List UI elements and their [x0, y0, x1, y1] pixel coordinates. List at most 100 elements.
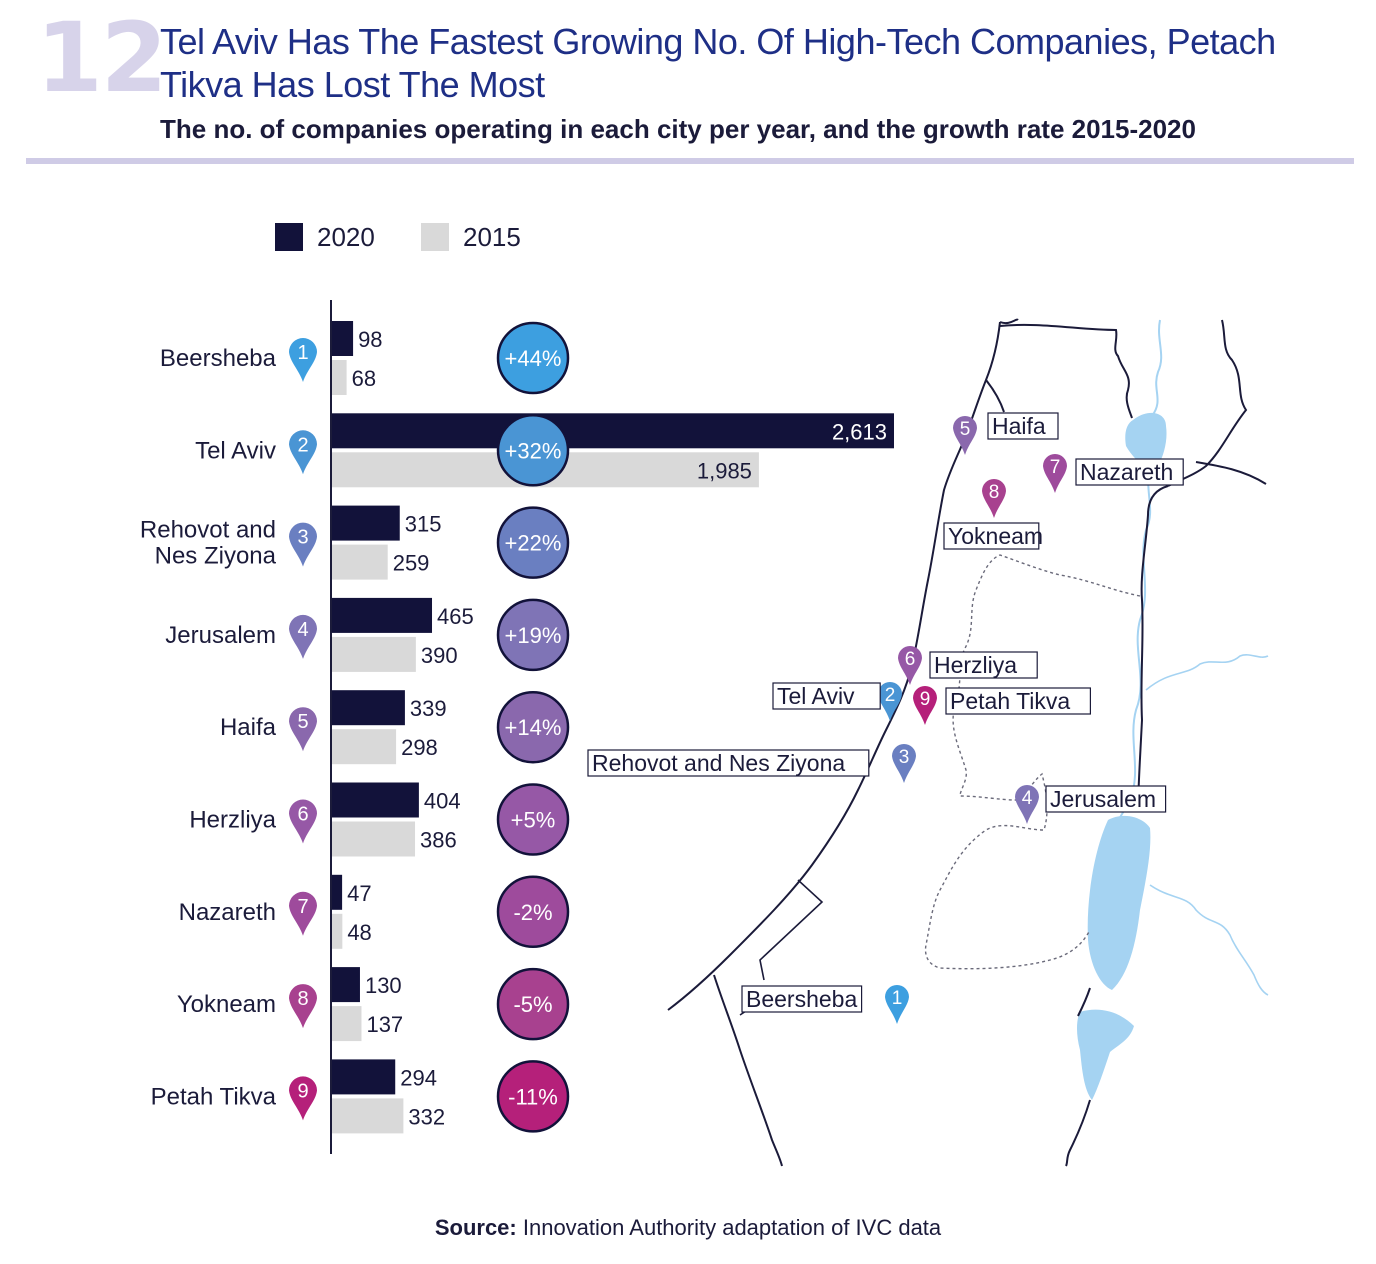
growth-circle-petah-tikva — [496, 1060, 570, 1133]
map-label-box-tel-aviv — [772, 682, 881, 710]
legend-label-2015: 2015 — [463, 222, 521, 252]
map-pin-number-herzliya: 6 — [905, 649, 916, 670]
source-note: Source: Innovation Authority adaptation … — [0, 1215, 1376, 1241]
bar-2020-petah-tikva — [332, 1059, 396, 1095]
bar-2015-herzliya — [332, 821, 416, 857]
map-label-haifa: Haifa — [992, 413, 1046, 439]
value-label-2020-herzliya: 404 — [424, 789, 461, 814]
category-label-rehovot-and-nes-ziyona: Rehovot and — [140, 517, 276, 544]
growth-rate-tel-aviv: +32% — [505, 438, 562, 463]
syria-border — [1195, 461, 1267, 485]
map-pin-yokneam — [982, 479, 1006, 518]
map-label-herzliya: Herzliya — [934, 652, 1017, 678]
bar-2015-rehovot-and-nes-ziyona — [332, 544, 388, 580]
value-label-2015-yokneam: 137 — [366, 1012, 403, 1037]
jordan-river — [1117, 467, 1152, 823]
rank-pin-tel-aviv — [289, 430, 317, 475]
category-label-haifa: Haifa — [220, 714, 277, 741]
bar-2015-nazareth — [332, 913, 343, 949]
value-label-2015-haifa: 298 — [401, 735, 438, 760]
value-label-2015-nazareth: 48 — [347, 920, 371, 945]
growth-rate-rehovot-and-nes-ziyona: +22% — [505, 531, 562, 556]
bar-2015-beersheba — [332, 360, 347, 395]
rank-number-tel-aviv: 2 — [297, 434, 308, 456]
figure-number: 12 — [36, 2, 168, 114]
growth-circle-herzliya — [496, 783, 570, 856]
map-pin-number-yokneam: 8 — [989, 482, 1000, 503]
value-label-2020-rehovot-and-nes-ziyona: 315 — [405, 512, 442, 537]
legend-swatch-2015 — [421, 223, 449, 251]
river-east-1 — [1145, 654, 1269, 691]
eastern-border — [1065, 485, 1169, 1167]
map-label-box-petah-tikva — [945, 687, 1091, 715]
category-label-beersheba: Beersheba — [160, 345, 277, 372]
rank-pin-herzliya — [289, 799, 317, 844]
growth-rate-haifa: +14% — [505, 715, 562, 740]
growth-circle-haifa — [496, 690, 570, 764]
bar-2020-nazareth — [332, 874, 343, 910]
sea-of-galilee — [1125, 412, 1167, 467]
growth-circle-beersheba — [496, 321, 570, 395]
legend: 2020 2015 — [275, 222, 521, 252]
map-pin-beersheba — [885, 985, 909, 1024]
category-label-herzliya: Herzliya — [189, 807, 276, 834]
value-label-2020-petah-tikva: 294 — [400, 1065, 437, 1090]
value-label-2020-jerusalem: 465 — [437, 604, 474, 629]
value-label-2020-haifa: 339 — [410, 696, 447, 721]
lebanon-border-detail — [985, 379, 1005, 413]
rank-number-jerusalem: 4 — [297, 619, 308, 641]
value-label-2020-yokneam: 130 — [365, 973, 402, 998]
rank-number-haifa: 5 — [297, 711, 308, 733]
jordan-river-north — [1151, 319, 1163, 417]
map-pin-rehovot-and-nes-ziyona — [892, 744, 916, 783]
map-pin-number-beersheba: 1 — [892, 988, 903, 1009]
value-label-2015-herzliya: 386 — [420, 828, 457, 853]
growth-circle-jerusalem — [496, 598, 570, 672]
river-east-2 — [1149, 884, 1269, 996]
rank-pin-nazareth — [289, 891, 317, 936]
rank-pin-petah-tikva — [289, 1076, 317, 1121]
map-pin-number-haifa: 5 — [960, 419, 971, 440]
rank-number-herzliya: 6 — [297, 804, 308, 826]
category-label-nazareth: Nazareth — [179, 899, 276, 926]
map-pin-jerusalem — [1015, 785, 1039, 824]
egypt-border — [713, 974, 783, 1167]
map-label-beersheba: Beersheba — [746, 986, 857, 1012]
map-label-yokneam: Yokneam — [948, 523, 1043, 549]
page-subtitle: The no. of companies operating in each c… — [160, 114, 1196, 144]
map-label-box-herzliya — [929, 651, 1038, 679]
growth-rate-beersheba: +44% — [505, 346, 562, 371]
map-label-box-haifa — [987, 412, 1059, 440]
value-label-2015-beersheba: 68 — [352, 366, 376, 391]
rank-pin-beersheba — [289, 338, 317, 382]
rank-pin-yokneam — [289, 984, 317, 1029]
value-label-2015-rehovot-and-nes-ziyona: 259 — [393, 551, 430, 576]
map-label-box-nazareth — [1075, 458, 1184, 486]
bar-2015-jerusalem — [332, 636, 416, 672]
map-pin-number-nazareth: 7 — [1050, 457, 1061, 478]
header-divider — [26, 158, 1354, 164]
growth-circle-rehovot-and-nes-ziyona — [496, 506, 570, 579]
value-label-2015-jerusalem: 390 — [421, 643, 458, 668]
bar-2015-yokneam — [332, 1006, 362, 1042]
value-label-2015-tel-aviv: 1,985 — [697, 458, 752, 483]
dead-sea-south — [1077, 1009, 1134, 1100]
dead-sea-north — [1087, 815, 1151, 990]
growth-circle-yokneam — [496, 967, 570, 1041]
map-pin-nazareth — [1043, 454, 1067, 493]
map-label-box-rehovot-and-nes-ziyona — [587, 749, 870, 777]
map-pin-number-tel-aviv: 2 — [885, 685, 896, 706]
map-pin-number-rehovot-and-nes-ziyona: 3 — [899, 747, 910, 768]
growth-rate-jerusalem: +19% — [505, 623, 562, 648]
growth-rate-nazareth: -2% — [513, 900, 552, 925]
category-label-tel-aviv: Tel Aviv — [195, 437, 276, 464]
rank-number-yokneam: 8 — [297, 988, 308, 1010]
map-label-jerusalem: Jerusalem — [1050, 786, 1156, 812]
rank-number-beersheba: 1 — [297, 342, 308, 364]
map-pin-herzliya — [898, 646, 922, 685]
bar-2015-petah-tikva — [332, 1098, 404, 1134]
legend-label-2020: 2020 — [317, 222, 375, 252]
value-label-2015-petah-tikva: 332 — [408, 1104, 445, 1129]
map-pin-tel-aviv — [878, 682, 902, 721]
